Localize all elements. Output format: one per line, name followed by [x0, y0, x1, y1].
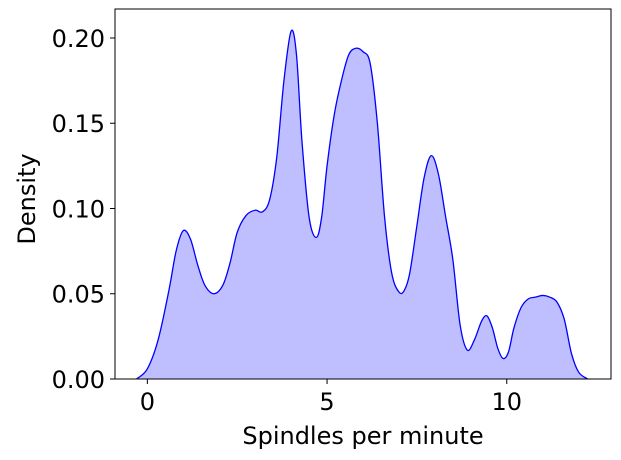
x-tick-label: 0 — [140, 388, 155, 416]
y-tick-label: 0.15 — [52, 110, 105, 138]
y-tick-label: 0.05 — [52, 281, 105, 309]
density-area-group — [136, 29, 589, 380]
x-axis-ticks: 0 5 10 — [140, 379, 522, 416]
y-tick-label: 0.10 — [52, 195, 105, 223]
x-axis-title: Spindles per minute — [242, 422, 483, 450]
y-tick-label: 0.00 — [52, 366, 105, 394]
plot-frame — [114, 8, 612, 380]
y-axis-title: Density — [13, 153, 41, 244]
density-fill-area — [136, 30, 588, 380]
x-tick-label: 10 — [491, 388, 522, 416]
y-tick-label: 0.20 — [52, 25, 105, 53]
y-axis-ticks: 0.00 0.05 0.10 0.15 0.20 — [52, 25, 115, 394]
x-tick-label: 5 — [319, 388, 334, 416]
density-line — [136, 29, 589, 380]
